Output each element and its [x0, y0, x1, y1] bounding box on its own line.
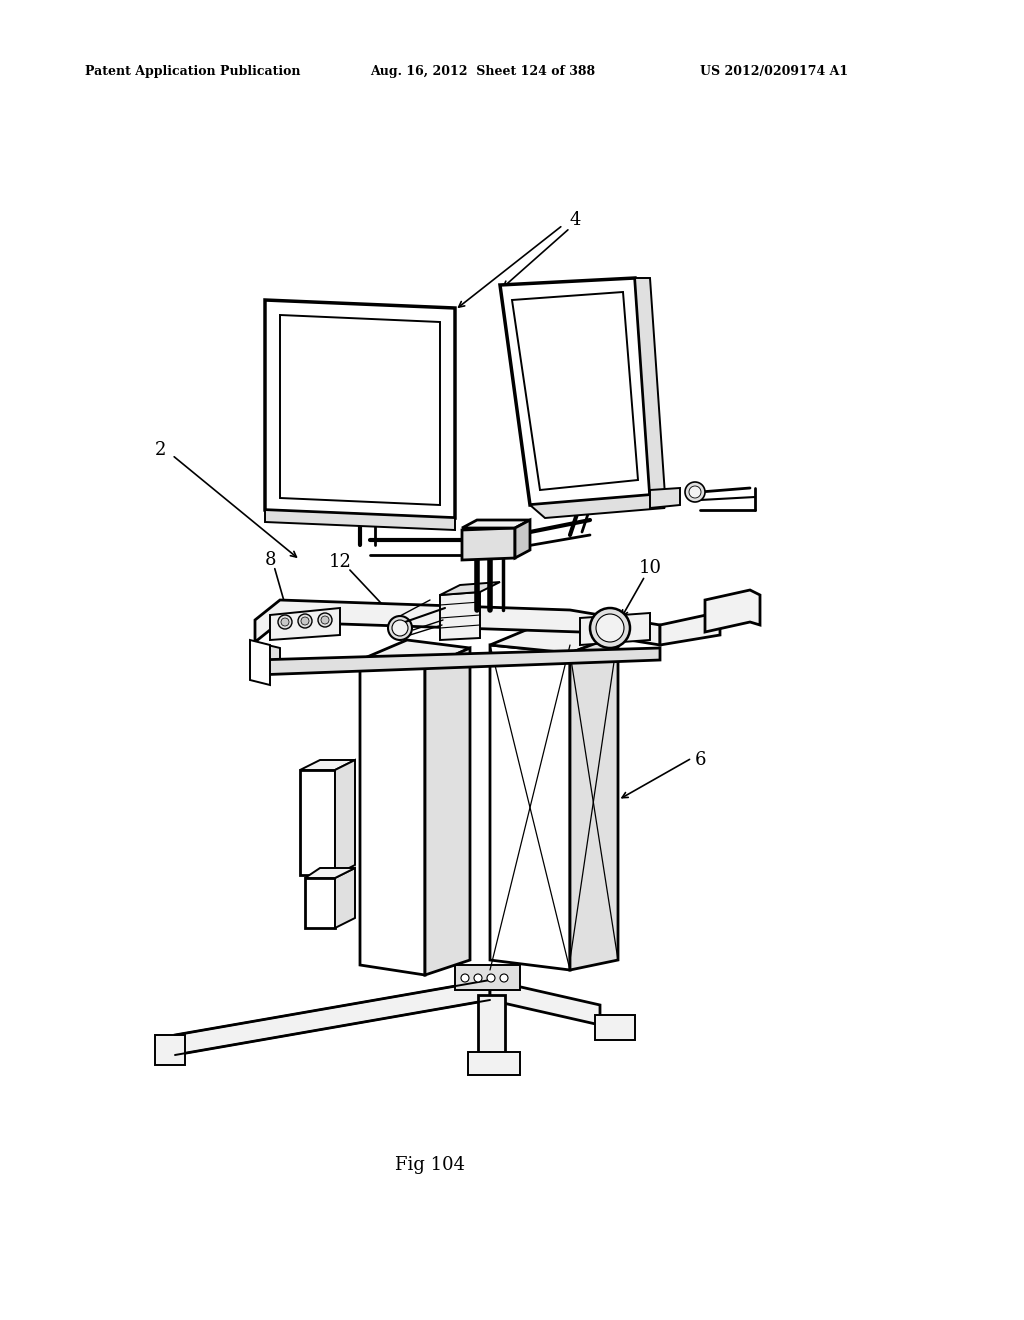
Polygon shape — [440, 582, 500, 595]
Circle shape — [689, 486, 701, 498]
Polygon shape — [490, 979, 600, 1026]
Polygon shape — [635, 279, 665, 495]
Polygon shape — [512, 292, 638, 490]
Circle shape — [392, 620, 408, 636]
Circle shape — [590, 609, 630, 648]
Circle shape — [487, 974, 495, 982]
Polygon shape — [250, 640, 270, 685]
Polygon shape — [455, 965, 520, 990]
Text: Fig 104: Fig 104 — [395, 1156, 465, 1173]
Polygon shape — [490, 645, 570, 970]
Text: 4: 4 — [569, 211, 581, 228]
Polygon shape — [305, 878, 335, 928]
Polygon shape — [490, 624, 618, 653]
Text: 8: 8 — [264, 550, 275, 569]
Polygon shape — [255, 642, 280, 671]
Polygon shape — [462, 528, 515, 560]
Polygon shape — [425, 648, 470, 975]
Text: 12: 12 — [329, 553, 351, 572]
Polygon shape — [335, 869, 355, 928]
Polygon shape — [360, 660, 425, 975]
Polygon shape — [155, 1035, 185, 1065]
Polygon shape — [305, 869, 355, 878]
Circle shape — [281, 618, 289, 626]
Polygon shape — [462, 520, 530, 528]
Text: Aug. 16, 2012  Sheet 124 of 388: Aug. 16, 2012 Sheet 124 of 388 — [370, 66, 595, 78]
Polygon shape — [650, 488, 680, 508]
Polygon shape — [595, 1015, 635, 1040]
Polygon shape — [570, 635, 618, 970]
Circle shape — [388, 616, 412, 640]
Polygon shape — [300, 770, 335, 875]
Polygon shape — [468, 1052, 520, 1074]
Circle shape — [596, 614, 624, 642]
Polygon shape — [530, 495, 665, 517]
Polygon shape — [440, 591, 480, 640]
Circle shape — [318, 612, 332, 627]
Circle shape — [500, 974, 508, 982]
Polygon shape — [515, 520, 530, 558]
Polygon shape — [300, 760, 355, 770]
Text: 6: 6 — [694, 751, 706, 770]
Polygon shape — [360, 640, 470, 668]
Circle shape — [685, 482, 705, 502]
Polygon shape — [335, 760, 355, 875]
Polygon shape — [270, 609, 340, 640]
Polygon shape — [265, 300, 455, 517]
Polygon shape — [265, 510, 455, 531]
Polygon shape — [478, 995, 505, 1060]
Polygon shape — [705, 590, 760, 632]
Circle shape — [278, 615, 292, 630]
Polygon shape — [580, 612, 650, 645]
Circle shape — [301, 616, 309, 624]
Circle shape — [298, 614, 312, 628]
Text: Patent Application Publication: Patent Application Publication — [85, 66, 300, 78]
Polygon shape — [660, 612, 720, 645]
Polygon shape — [255, 601, 660, 645]
Text: US 2012/0209174 A1: US 2012/0209174 A1 — [700, 66, 848, 78]
Text: 2: 2 — [155, 441, 166, 459]
Polygon shape — [175, 979, 490, 1055]
Polygon shape — [255, 648, 660, 675]
Polygon shape — [280, 315, 440, 506]
Circle shape — [461, 974, 469, 982]
Circle shape — [321, 616, 329, 624]
Circle shape — [474, 974, 482, 982]
Text: 10: 10 — [639, 558, 662, 577]
Polygon shape — [500, 279, 650, 506]
